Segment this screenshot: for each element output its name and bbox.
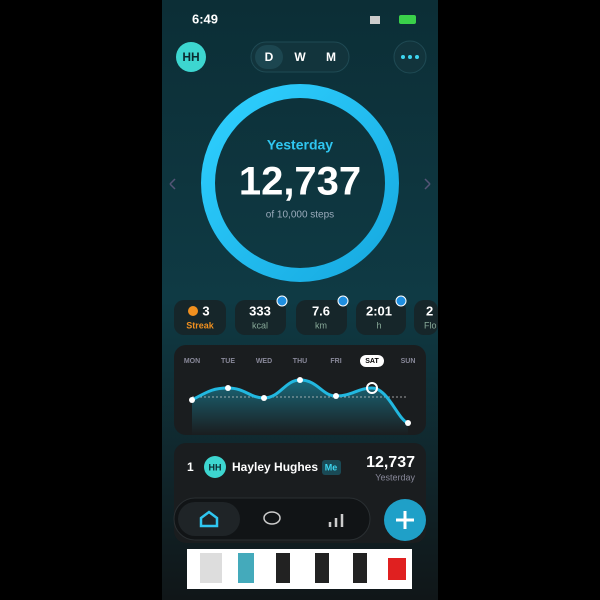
day-label: FRI — [330, 358, 341, 365]
step-goal: of 10,000 steps — [266, 210, 334, 221]
star-badge — [276, 295, 288, 307]
day-label: THU — [293, 358, 307, 365]
tab-selected — [255, 45, 283, 69]
stat-value: 7.6 — [312, 303, 330, 318]
stat-label: Flo — [424, 320, 437, 330]
ad-banner[interactable] — [187, 549, 412, 589]
ring-label: Yesterday — [267, 137, 333, 153]
stat-value: 2:01 — [366, 303, 392, 318]
avatar — [204, 456, 226, 478]
ad-logo — [388, 558, 406, 580]
ad-image — [353, 553, 367, 583]
prev-arrow[interactable] — [169, 178, 176, 190]
point — [189, 397, 195, 403]
ad-image — [276, 553, 290, 583]
dot — [415, 55, 419, 59]
dot — [408, 55, 412, 59]
stat-label: Streak — [186, 320, 215, 330]
tab[interactable]: M — [326, 50, 336, 64]
point — [261, 395, 267, 401]
ad-image — [238, 553, 254, 583]
star-badge — [337, 295, 349, 307]
progress-ring — [201, 84, 399, 282]
tab[interactable]: D — [265, 50, 274, 64]
stat-value: 333 — [249, 303, 271, 318]
point — [405, 420, 411, 426]
stats-icon[interactable] — [328, 514, 344, 527]
day-label: MON — [184, 358, 200, 365]
stat-chip[interactable] — [296, 300, 347, 335]
day-labels: MON TUE WED THU FRI SAT SUN — [184, 358, 416, 365]
me-label: Me — [325, 462, 338, 472]
tab-selected — [178, 502, 240, 536]
avatar-initials: HH — [182, 50, 199, 64]
point — [297, 377, 303, 383]
battery-icon — [399, 15, 416, 24]
signal-icon — [370, 16, 380, 24]
point-selected — [366, 382, 378, 394]
step-count: 12,737 — [239, 160, 361, 204]
me-badge — [322, 460, 341, 475]
stat-value: 2 — [426, 303, 433, 318]
day-label: SAT — [365, 358, 379, 365]
day-label: WED — [256, 358, 272, 365]
user-name: Hayley Hughes — [232, 460, 318, 474]
stat-chip[interactable] — [174, 300, 226, 335]
rank: 1 — [187, 460, 194, 474]
ad-image — [315, 553, 329, 583]
avatar-initials: HH — [209, 462, 222, 472]
stat-label: h — [376, 320, 381, 330]
ad-image — [200, 553, 222, 583]
stat-value: 3 — [202, 303, 209, 318]
stats-row: 3 Streak 333 kcal 7.6 km 2:01 h 2 Flo — [174, 295, 438, 335]
stat-chip[interactable] — [235, 300, 286, 335]
stat-chip[interactable] — [356, 300, 406, 335]
day-label: SUN — [401, 358, 416, 365]
home-icon[interactable] — [199, 510, 219, 528]
day-highlight — [360, 355, 384, 367]
chat-icon[interactable] — [263, 511, 281, 525]
dot — [401, 55, 405, 59]
point — [333, 393, 339, 399]
status-time: 6:49 — [192, 11, 218, 26]
stat-chip[interactable] — [414, 300, 438, 335]
flame-icon — [188, 306, 198, 316]
day-label: TUE — [221, 358, 235, 365]
plus-icon — [396, 511, 414, 529]
stat-label: kcal — [252, 320, 268, 330]
user-period: Yesterday — [375, 472, 415, 482]
user-steps: 12,737 — [366, 454, 415, 471]
next-arrow[interactable] — [424, 178, 431, 190]
tab[interactable]: W — [294, 50, 306, 64]
stat-label: km — [315, 320, 327, 330]
star-badge — [395, 295, 407, 307]
avatar[interactable] — [176, 42, 206, 72]
point — [225, 385, 231, 391]
trend-points — [189, 377, 411, 426]
